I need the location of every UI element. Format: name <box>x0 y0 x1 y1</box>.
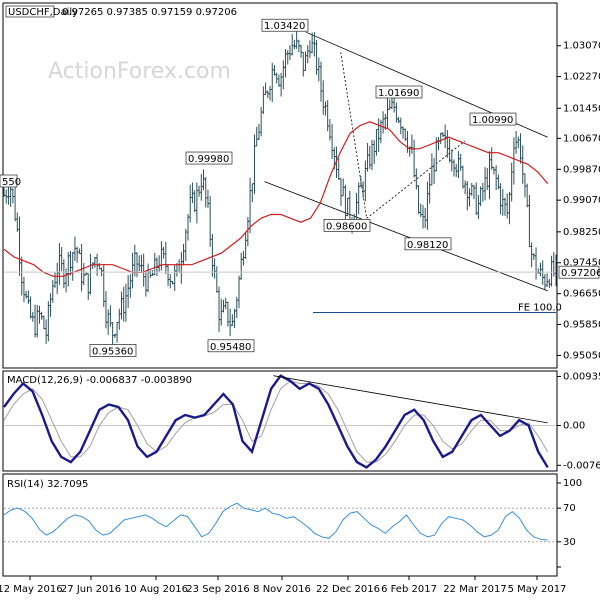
level-annotation-label: 1.01690 <box>378 88 419 99</box>
trend-line <box>340 52 368 219</box>
y-tick-label: 100 <box>563 478 582 489</box>
last-price-box <box>558 265 600 279</box>
x-tick-label: 10 Aug 2016 <box>124 584 188 595</box>
x-tick-label: 23 Sep 2016 <box>186 584 249 595</box>
y-tick-label: -0.007608 <box>563 460 600 471</box>
level-annotation-box <box>469 112 517 126</box>
trend-line <box>366 140 466 219</box>
watermark: ActionForex.com <box>48 59 231 84</box>
macd-trend-line <box>273 375 548 424</box>
x-tick-label: 22 Mar 2017 <box>443 584 506 595</box>
rsi-series <box>3 502 556 543</box>
price-series <box>2 31 558 348</box>
level-annotation-box <box>261 18 309 32</box>
y-tick-label: 70 <box>563 503 576 514</box>
level-annotation-label: 0.95480 <box>210 342 251 353</box>
ohlc-readout: 0.97265 0.97385 0.97159 0.97206 <box>62 7 237 18</box>
macd-line <box>3 380 549 463</box>
trend-line <box>264 181 548 292</box>
y-tick-label: 0.00 <box>563 420 585 431</box>
ma-line <box>3 121 549 277</box>
price-panel-title: USDCHF,Daily 0.97265 0.97385 0.97159 0.9… <box>5 5 237 18</box>
y-tick-label: 0.95050 <box>563 350 600 361</box>
x-tick-label: 12 May 2016 <box>0 584 63 595</box>
partial-left-label: 550 <box>0 174 21 188</box>
level-annotation-label: 0.99980 <box>188 154 229 165</box>
level-annotation-label: 0.95360 <box>92 346 133 357</box>
level-annotation-box <box>185 151 233 165</box>
rsi-title: RSI(14) 32.7095 <box>7 479 88 490</box>
y-tick-label: 1.02270 <box>563 72 600 83</box>
level-annotation-box <box>89 344 137 357</box>
macd-title: MACD(12,26,9) -0.006837 -0.003890 <box>7 375 192 386</box>
macd-series <box>3 374 556 469</box>
y-tick-label: 0.009352 <box>563 371 600 382</box>
level-annotation-box <box>375 85 423 99</box>
level-annotation-label: 0.98120 <box>407 240 448 251</box>
level-annotation-box <box>404 237 452 251</box>
level-annotation-label: 1.00990 <box>472 115 513 126</box>
svg-text:550: 550 <box>2 177 21 188</box>
level-annotation-label: 1.03420 <box>264 21 305 32</box>
y-tick-label: 30 <box>563 537 576 548</box>
price-annotations: 1.03420 1.01690 1.00990 0.99980 0.98600 0.981… <box>4 18 600 357</box>
x-tick-label: 5 May 2017 <box>508 584 567 595</box>
macd-line <box>3 374 549 469</box>
y-tick-label: 1.01450 <box>563 103 600 114</box>
level-annotation-box <box>323 219 371 232</box>
y-tick-label: 1.03070 <box>563 41 600 52</box>
price-trend-lines <box>264 31 556 314</box>
moving-average-line <box>3 121 549 277</box>
level-annotation-box <box>207 339 255 353</box>
fe-label: FE 100.0 <box>518 303 562 314</box>
last-price-label: 0.97206 <box>561 268 600 279</box>
x-tick-label: 22 Dec 2016 <box>316 584 380 595</box>
x-tick-label: 27 Jun 2016 <box>61 584 121 595</box>
level-annotation-label: 0.98600 <box>326 221 367 232</box>
x-tick-label: 8 Nov 2016 <box>253 584 311 595</box>
rsi-y-axis: 100 70 30 <box>557 478 582 568</box>
rsi-line <box>3 502 548 541</box>
x-tick-label: 6 Feb 2017 <box>381 584 437 595</box>
macd-panel-frame <box>2 370 558 472</box>
macd-y-axis: 0.009352 0.00 -0.007608 <box>557 371 600 471</box>
chart-title: USDCHF,Daily <box>8 7 78 18</box>
rsi-panel-frame <box>2 473 558 577</box>
